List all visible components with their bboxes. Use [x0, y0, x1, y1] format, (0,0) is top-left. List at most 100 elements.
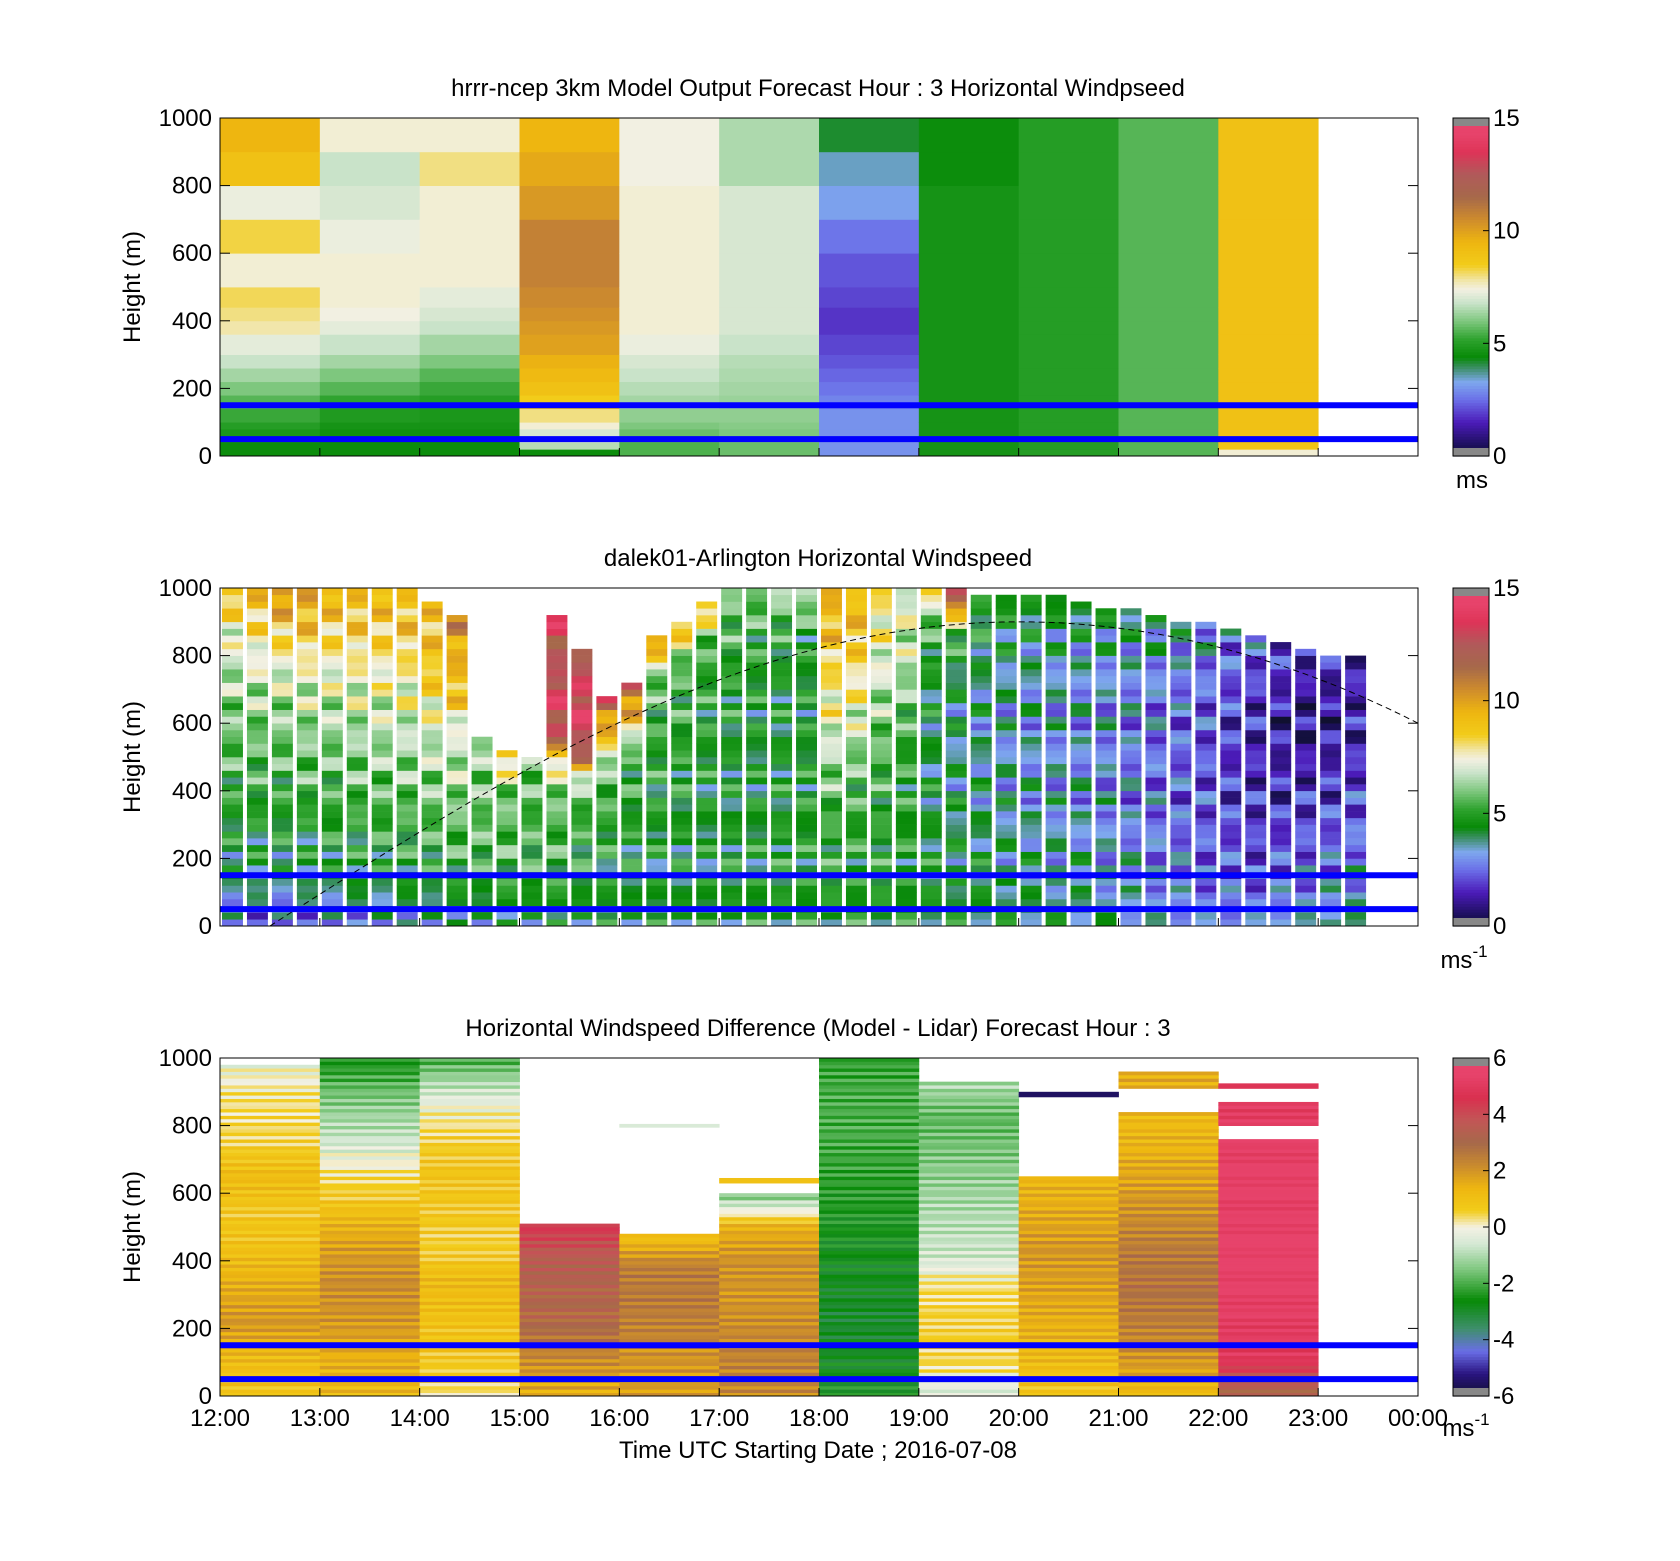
heatmap-cell — [596, 831, 618, 839]
heatmap-cell — [1170, 912, 1192, 920]
heatmap-cell — [1218, 1284, 1319, 1289]
heatmap-cell — [1295, 655, 1317, 663]
heatmap-cell — [646, 824, 668, 832]
heatmap-cell — [319, 428, 421, 437]
heatmap-cell — [1145, 817, 1167, 825]
heatmap-cell — [918, 1112, 1020, 1116]
colorbar-swatch — [1453, 655, 1489, 660]
heatmap-cell — [321, 763, 343, 771]
heatmap-cell — [719, 1210, 820, 1214]
heatmap-cell — [1018, 1277, 1119, 1282]
heatmap-cell — [296, 588, 318, 596]
heatmap-cell — [646, 777, 668, 785]
heatmap-cell — [222, 648, 243, 656]
heatmap-cell — [970, 615, 992, 623]
panel-3-unit-base: ms — [1442, 1415, 1474, 1442]
heatmap-cell — [1018, 307, 1119, 322]
heatmap-cell — [1170, 736, 1192, 744]
heatmap-cell — [421, 655, 443, 663]
heatmap-cell — [321, 885, 343, 893]
heatmap-cell — [870, 844, 892, 852]
heatmap-cell — [619, 1270, 720, 1275]
heatmap-cell — [396, 621, 418, 629]
heatmap-cell — [696, 824, 718, 832]
heatmap-cell — [1218, 1159, 1319, 1164]
heatmap-cell — [1145, 642, 1167, 650]
heatmap-cell — [1195, 736, 1217, 744]
heatmap-cell — [519, 1348, 620, 1353]
heatmap-cell — [995, 723, 1017, 731]
heatmap-cell — [671, 689, 693, 697]
heatmap-cell — [222, 702, 243, 710]
heatmap-cell — [746, 844, 768, 852]
heatmap-cell — [1218, 185, 1319, 220]
heatmap-cell — [419, 368, 520, 383]
colorbar-swatch — [1453, 1373, 1489, 1377]
heatmap-cell — [1118, 1338, 1219, 1343]
heatmap-cell — [1118, 1335, 1219, 1339]
colorbar-swatch — [1453, 346, 1489, 350]
heatmap-cell — [721, 662, 743, 670]
heatmap-cell — [721, 790, 743, 798]
heatmap-cell — [419, 1321, 520, 1326]
colorbar-swatch — [1453, 711, 1489, 716]
heatmap-cell — [519, 1287, 620, 1292]
heatmap-cell — [970, 790, 992, 798]
heatmap-cell — [918, 1372, 1020, 1377]
heatmap-cell — [619, 151, 720, 186]
colorbar-tick-label: 10 — [1493, 218, 1520, 245]
heatmap-cell — [519, 368, 620, 383]
heatmap-cell — [319, 1199, 421, 1204]
panel-3-unit-exponent: -1 — [1474, 1410, 1489, 1429]
heatmap-cell — [1018, 151, 1119, 186]
heatmap-cell — [1270, 892, 1292, 900]
heatmap-cell — [546, 621, 568, 629]
heatmap-cell — [895, 594, 917, 602]
heatmap-cell — [895, 709, 917, 717]
heatmap-cell — [1320, 831, 1342, 839]
heatmap-cell — [446, 743, 468, 751]
heatmap-cell — [1070, 770, 1092, 778]
heatmap-cell — [1120, 628, 1142, 636]
heatmap-cell — [918, 1274, 1020, 1279]
heatmap-cell — [970, 594, 992, 602]
heatmap-cell — [519, 1311, 620, 1316]
heatmap-cell — [746, 628, 768, 636]
heatmap-cell — [220, 1237, 321, 1241]
colorbar-swatch — [1453, 410, 1489, 415]
heatmap-cell — [371, 648, 393, 656]
heatmap-cell — [1218, 1274, 1319, 1279]
colorbar-swatch — [1453, 1384, 1489, 1389]
colorbar-swatch — [1453, 610, 1489, 614]
heatmap-cell — [771, 912, 793, 920]
heatmap-cell — [1345, 784, 1367, 792]
heatmap-cell — [1245, 689, 1267, 697]
heatmap-cell — [696, 750, 718, 758]
heatmap-cell — [1095, 898, 1117, 907]
heatmap-cell — [920, 817, 942, 825]
heatmap-cell — [696, 797, 718, 805]
heatmap-cell — [419, 1270, 520, 1275]
heatmap-cell — [222, 621, 243, 629]
heatmap-cell — [396, 635, 418, 643]
heatmap-cell — [719, 381, 820, 396]
colorbar-swatch — [1453, 250, 1489, 254]
heatmap-cell — [1295, 784, 1317, 792]
heatmap-cell — [296, 723, 318, 731]
colorbar-swatch — [1453, 1201, 1489, 1206]
heatmap-cell — [619, 118, 720, 153]
heatmap-cell — [1118, 287, 1219, 308]
heatmap-cell — [796, 601, 817, 609]
heatmap-cell — [819, 1196, 920, 1201]
heatmap-cell — [621, 838, 643, 846]
heatmap-cell — [918, 1149, 1020, 1154]
heatmap-cell — [1320, 723, 1342, 731]
heatmap-cell — [296, 729, 318, 738]
heatmap-cell — [1145, 628, 1167, 636]
heatmap-cell — [1120, 831, 1142, 839]
heatmap-cell — [419, 1260, 520, 1265]
heatmap-cell — [546, 682, 568, 690]
heatmap-cell — [1070, 824, 1092, 832]
heatmap-cell — [296, 885, 318, 893]
heatmap-cell — [646, 811, 668, 819]
